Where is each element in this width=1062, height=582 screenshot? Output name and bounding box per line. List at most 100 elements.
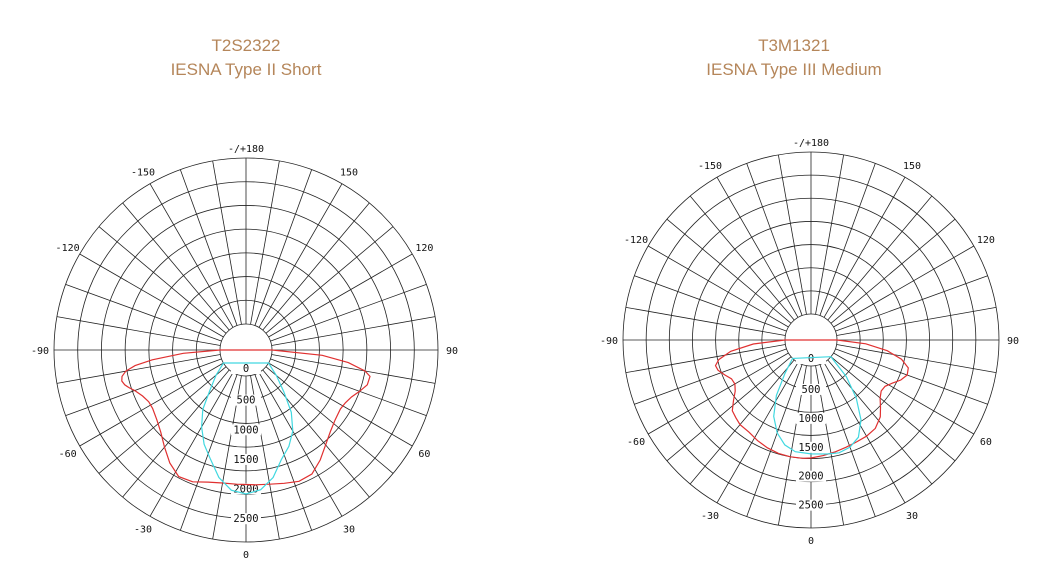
radial-tick-background (796, 353, 826, 364)
grid-spoke (625, 306, 786, 336)
grid-spoke (122, 369, 230, 498)
polar-chart-1: -/+180 150 120 90 60 30 0 -30 -60 -90 -120 -150 0 500… (31, 144, 458, 561)
angle-tick-label: 0 (808, 536, 814, 547)
grid-spoke (56, 316, 221, 346)
grid-spoke (823, 362, 906, 504)
grid-spoke (56, 354, 221, 384)
grid-spoke (79, 253, 224, 338)
angle-tick-label: 30 (343, 524, 355, 535)
grid-spoke (827, 195, 933, 321)
grid-spoke (777, 154, 807, 315)
angle-tick-label: -30 (701, 511, 719, 522)
radial-tick-label: 2500 (233, 513, 258, 525)
angle-tick-label: -60 (627, 437, 645, 448)
grid-spoke (268, 362, 413, 447)
radial-tick-background (796, 499, 826, 511)
angle-tick-label: 30 (906, 511, 918, 522)
radial-tick-background (231, 483, 261, 495)
angle-tick-label: 150 (340, 168, 358, 179)
radial-tick-label: 1500 (798, 442, 823, 454)
angle-tick-label: -120 (56, 243, 80, 254)
grid-spoke (265, 366, 394, 474)
angle-tick-label: 0 (243, 550, 249, 561)
grid-spoke (65, 283, 222, 342)
grid-spoke (250, 160, 280, 325)
grid-spoke (634, 275, 787, 332)
grid-spoke (634, 348, 787, 405)
grid-spoke (179, 169, 238, 326)
radial-tick-background (231, 363, 261, 374)
grid-spoke (746, 163, 803, 316)
radial-tick-background (231, 513, 261, 525)
grid-spoke (271, 316, 436, 346)
grid-spoke (823, 176, 906, 318)
radial-tick-label: 2500 (798, 500, 823, 512)
grid-spoke (716, 176, 799, 318)
grid-spoke (625, 344, 786, 374)
grid-spoke (122, 202, 230, 331)
radial-tick-label: 2000 (798, 471, 823, 483)
angle-tick-label: -150 (131, 168, 155, 179)
chart-2-title: T3M1321 (758, 36, 830, 55)
grid-spoke (149, 372, 234, 517)
angle-tick-label: 60 (418, 449, 430, 460)
grid-spoke (65, 358, 222, 417)
polar-grid (53, 157, 439, 543)
radial-tick-label: 500 (802, 384, 821, 396)
grid-spoke (258, 183, 343, 328)
grid-spoke (836, 306, 997, 336)
grid-spoke (689, 195, 795, 321)
grid-spoke (98, 366, 227, 474)
angle-tick-label: -120 (624, 235, 648, 246)
angle-tick-label: -/+180 (228, 144, 264, 155)
grid-spoke (746, 364, 803, 517)
series-line-1 (714, 339, 909, 459)
grid-spoke (819, 163, 876, 316)
grid-spoke (179, 374, 238, 531)
polar-chart-2: -/+180 150 120 90 60 30 0 -30 -60 -90 -120 -150 0 500… (600, 138, 1019, 547)
angle-tick-label: -60 (59, 449, 77, 460)
angle-tick-label: 120 (415, 243, 433, 254)
grid-spoke (98, 226, 227, 334)
angle-tick-label: -90 (600, 336, 618, 347)
radial-tick-label: 1000 (798, 413, 823, 425)
grid-spoke (149, 183, 234, 328)
grid-spoke (716, 362, 799, 504)
grid-spoke (212, 160, 242, 325)
grid-spoke (833, 352, 975, 435)
radial-tick-background (796, 412, 826, 424)
grid-spoke (836, 344, 997, 374)
grid-spoke (830, 218, 956, 324)
grid-spoke (262, 369, 370, 498)
grid-spoke (254, 169, 313, 326)
series-line-2 (773, 356, 862, 455)
angle-tick-label: 90 (446, 346, 458, 357)
angle-tick-label: -90 (31, 346, 49, 357)
radial-tick-label: 0 (243, 363, 249, 375)
radial-tick-label: 1500 (233, 454, 258, 466)
grid-spoke (827, 359, 933, 485)
chart-2-title-block: T3M1321 IESNA Type III Medium (594, 34, 994, 82)
angle-tick-label: 120 (977, 235, 995, 246)
grid-spoke (270, 283, 427, 342)
grid-spoke (835, 275, 988, 332)
grid-spoke (254, 374, 313, 531)
grid-spoke (262, 202, 370, 331)
grid-spoke (265, 226, 394, 334)
grid-spoke (270, 358, 427, 417)
grid-spoke (268, 253, 413, 338)
angle-tick-label: -150 (698, 161, 722, 172)
radial-tick-background (796, 441, 826, 453)
angle-tick-label: 60 (980, 437, 992, 448)
grid-spoke (79, 362, 224, 447)
grid-spoke (819, 364, 876, 517)
series-line-2 (200, 362, 294, 495)
chart-1-subtitle: IESNA Type II Short (170, 60, 322, 79)
grid-spoke (815, 154, 845, 315)
radial-tick-label: 1000 (233, 424, 258, 436)
chart-2-subtitle: IESNA Type III Medium (706, 60, 882, 79)
grid-spoke (647, 352, 789, 435)
radial-tick-background (231, 453, 261, 465)
chart-1-title-block: T2S2322 IESNA Type II Short (46, 34, 446, 82)
radial-tick-background (796, 383, 826, 395)
